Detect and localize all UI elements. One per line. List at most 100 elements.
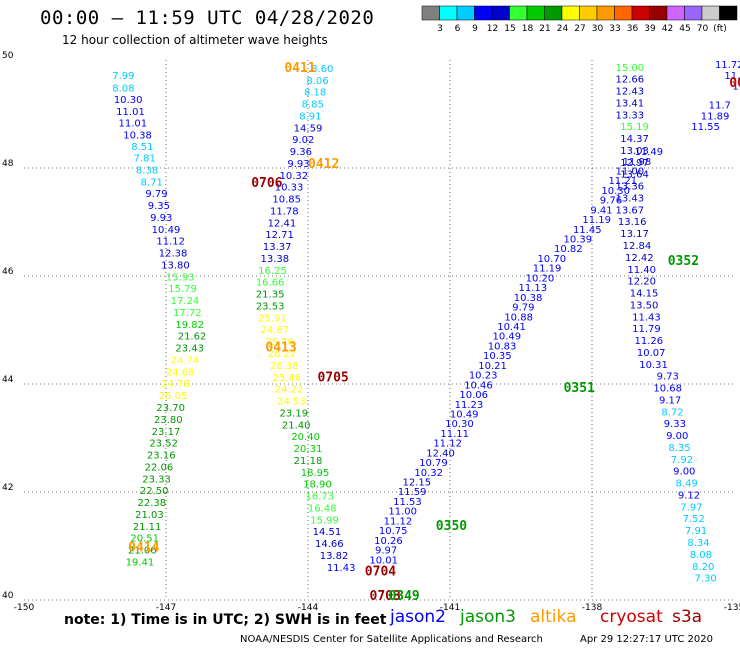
swh-value: 21.03	[135, 510, 164, 521]
swh-value: 15.79	[168, 284, 197, 295]
swh-value: 11.43	[327, 563, 356, 574]
swh-value: 11.78	[270, 206, 299, 217]
swh-value: 10.41	[497, 322, 526, 333]
swh-value: 7.99	[112, 71, 134, 82]
y-tick-label: 48	[2, 159, 14, 169]
swh-value: 8.35	[668, 443, 690, 454]
satellite-jason2: jason2	[390, 607, 446, 627]
swh-value: 14.59	[294, 123, 323, 134]
legend-label: (ft)	[713, 24, 727, 34]
swh-value: 22.50	[140, 486, 169, 497]
legend-label: 3	[437, 24, 443, 34]
swh-value: 11.13	[519, 283, 548, 294]
legend-swatch	[439, 5, 458, 21]
footer-note: note: 1) Time is in UTC; 2) SWH is in fe…	[64, 612, 387, 628]
swh-value: 8.06	[306, 76, 328, 87]
swh-value: 10.30	[601, 186, 630, 197]
swh-value: 17.24	[171, 296, 200, 307]
swh-value: 11.01	[119, 118, 148, 129]
swh-value: 12.40	[426, 448, 455, 459]
x-tick-label: -147	[156, 603, 176, 613]
swh-value: 26.27	[268, 349, 297, 360]
legend-label: 15	[504, 24, 515, 34]
legend-swatch	[579, 5, 598, 21]
swh-value: 8.49	[676, 479, 698, 490]
swh-value: 15.99	[310, 515, 339, 526]
swh-value: 10.32	[279, 171, 308, 182]
swh-value: 10.23	[469, 371, 498, 382]
swh-value: 24.53	[277, 397, 306, 408]
swh-value: 8.20	[692, 562, 714, 573]
swh-value: 24.22	[275, 385, 304, 396]
legend-label: 24	[557, 24, 569, 34]
swh-value: 23.19	[279, 408, 308, 419]
swh-value: 20.40	[291, 432, 320, 443]
swh-value: 21.40	[282, 420, 311, 431]
swh-value: 13.43	[616, 193, 645, 204]
swh-value: 24.68	[166, 367, 195, 378]
swh-value: 9.73	[657, 372, 679, 383]
swh-value: 12.42	[625, 253, 654, 264]
swh-value: 9.79	[512, 303, 534, 314]
swh-value: 13.37	[263, 242, 292, 253]
swh-value: 25.76	[265, 337, 294, 348]
swh-value: 11.49	[634, 147, 663, 158]
swh-value: 13.03	[620, 146, 649, 157]
legend-label: 30	[592, 24, 604, 34]
swh-value: 10.70	[537, 254, 566, 265]
swh-value: 14.15	[630, 289, 659, 300]
swh-value: 10.46	[464, 380, 493, 391]
satellite-altika: altika	[530, 607, 577, 627]
swh-value: 13.38	[261, 254, 290, 265]
swh-value: 21.18	[294, 456, 323, 467]
swh-value: 19.41	[126, 557, 155, 568]
legend-swatch	[631, 5, 650, 21]
time-label: 0055	[729, 76, 740, 91]
swh-value: 11.59	[398, 487, 427, 498]
swh-value: 8.08	[112, 83, 134, 94]
swh-value: 10.38	[514, 293, 543, 304]
swh-value: 11.01	[116, 107, 145, 118]
legend-swatch	[719, 5, 738, 21]
swh-value: 10.33	[275, 183, 304, 194]
swh-value: 22.38	[137, 498, 166, 509]
swh-value: 14.37	[620, 134, 649, 145]
legend-swatch	[666, 5, 685, 21]
legend-swatch	[701, 5, 720, 21]
swh-value: 15.93	[166, 272, 195, 283]
swh-value: 9.12	[678, 490, 700, 501]
swh-value: 11.21	[608, 176, 637, 187]
swh-value: 11.2	[732, 82, 740, 93]
swh-value: 23.70	[156, 403, 185, 414]
swh-value: 10.01	[369, 555, 398, 566]
x-tick-label: -150	[14, 603, 35, 613]
swh-value: 23.33	[142, 474, 171, 485]
time-label: 0350	[436, 519, 467, 534]
swh-value: 15.00	[616, 63, 645, 74]
swh-value: 21.06	[128, 546, 157, 557]
swh-value: 9.36	[290, 147, 312, 158]
swh-value: 11.45	[573, 225, 602, 236]
swh-value: 11.12	[433, 439, 462, 450]
swh-value: 11.40	[627, 265, 656, 276]
swh-value: 9.35	[148, 201, 170, 212]
legend-label: 27	[574, 24, 585, 34]
timestamp: Apr 29 12:27:17 UTC 2020	[580, 634, 713, 645]
swh-value: 8.91	[299, 111, 321, 122]
swh-value: 13.17	[620, 229, 649, 240]
swh-value: 13.33	[616, 110, 645, 121]
swh-value: 23.52	[149, 439, 178, 450]
swh-value: 12.20	[627, 277, 656, 288]
time-label: 0412	[308, 157, 339, 172]
swh-value: 11.23	[455, 400, 484, 411]
time-label: 0413	[265, 341, 296, 356]
swh-value: 8.51	[131, 142, 153, 153]
legend-swatch	[614, 5, 633, 21]
swh-value: 7.30	[694, 574, 716, 585]
swh-value: 8.72	[661, 407, 683, 418]
swh-value: 12.66	[616, 75, 645, 86]
y-tick-label: 42	[2, 483, 13, 493]
swh-value: 10.32	[414, 468, 443, 479]
swh-value: 12.41	[268, 218, 297, 229]
